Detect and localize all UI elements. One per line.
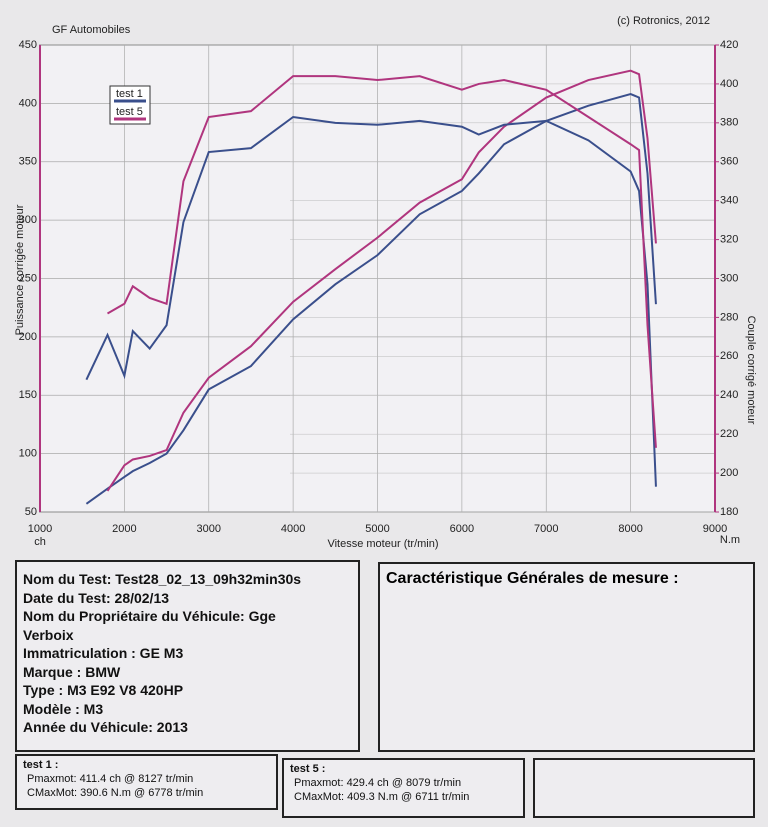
characteristics-box: Caractéristique Générales de mesure :: [378, 562, 755, 752]
x-tick-label: 9000: [703, 523, 727, 535]
series-line: [107, 75, 657, 448]
y2-tick-label: 320: [720, 233, 738, 245]
x-tick-label: 1000: [28, 523, 52, 535]
result-box: test 1 : Pmaxmot: 411.4 ch @ 8127 tr/min C…: [15, 754, 278, 810]
y2-tick-label: 200: [720, 467, 738, 479]
series-line: [85, 92, 657, 505]
y-tick-label: 350: [19, 156, 37, 168]
y2-tick-label: 280: [720, 311, 738, 323]
x-tick-label: 2000: [112, 523, 136, 535]
info-line: Année du Véhicule: 2013: [23, 719, 188, 735]
result-line: CMaxMot: 409.3 N.m @ 6711 tr/min: [294, 791, 470, 803]
y2-tick-label: 380: [720, 117, 738, 129]
y-tick-label: 250: [19, 272, 37, 284]
result-title: test 1 :: [23, 759, 59, 771]
x-tick-label: 7000: [534, 523, 558, 535]
info-line: Immatriculation : GE M3: [23, 645, 184, 661]
info-line: Verboix: [23, 626, 74, 643]
y2-tick-label: 400: [720, 78, 738, 90]
y2-axis-label: Couple corrigé moteur: [745, 316, 757, 425]
empty-box: [533, 758, 755, 818]
x-tick-label: 4000: [281, 523, 305, 535]
y-tick-label: 200: [19, 331, 37, 343]
y2-tick-label: 260: [720, 350, 738, 362]
x-axis-label: Vitesse moteur (tr/min): [327, 538, 438, 550]
result-line: CMaxMot: 390.6 N.m @ 6778 tr/min: [27, 787, 204, 799]
info-box: Nom du Test: Test28_02_13_09h32min30s Dat…: [15, 560, 360, 752]
chart: 1000 2000 3000 4000 5000 6000 7000 8000 9000 50 10…: [14, 15, 757, 550]
x-tick-label: 5000: [365, 523, 389, 535]
info-line: Date du Test: 28/02/13: [23, 589, 170, 606]
info-line: Marque : BMW: [23, 663, 121, 680]
y-tick-label: 150: [19, 389, 37, 401]
y-axis-label: Puissance corrigée moteur: [14, 204, 26, 335]
y2-tick-label: 220: [720, 428, 738, 440]
copyright: (c) Rotronics, 2012: [617, 15, 710, 27]
legend-label: test 5: [116, 106, 143, 118]
result-line: Pmaxmot: 429.4 ch @ 8079 tr/min: [294, 777, 462, 789]
legend: test 1 test 5: [109, 85, 151, 125]
chart-title: GF Automobiles: [52, 24, 131, 36]
info-line: Modèle : M3: [23, 700, 104, 717]
y-tick-label: 100: [19, 448, 37, 460]
info-line: Nom du Propriétaire du Véhicule: Gge: [23, 608, 276, 624]
y-tick-label: 300: [19, 214, 37, 226]
characteristics-title: Caractéristique Générales de mesure :: [386, 570, 679, 587]
result-box: test 5 : Pmaxmot: 429.4 ch @ 8079 tr/min C…: [282, 758, 525, 818]
x-tick-label: 3000: [197, 523, 221, 535]
result-title: test 5 :: [290, 763, 326, 775]
info-line: Type : M3 E92 V8 420HP: [23, 682, 184, 698]
y-tick-label: 400: [19, 97, 37, 109]
x-tick-label: 8000: [618, 523, 642, 535]
legend-label: test 1: [116, 88, 143, 100]
y-unit: ch: [34, 536, 46, 548]
y2-unit: N.m: [720, 534, 740, 546]
series-line: [85, 115, 657, 487]
y2-tick-label: 300: [720, 272, 738, 284]
y2-tick-label: 360: [720, 156, 738, 168]
info-line: Nom du Test: Test28_02_13_09h32min30s: [23, 571, 302, 587]
y2-tick-label: 420: [720, 39, 738, 51]
y-tick-label: 450: [19, 39, 37, 51]
y-tick-label: 50: [25, 506, 37, 518]
y2-tick-label: 340: [720, 195, 738, 207]
result-line: Pmaxmot: 411.4 ch @ 8127 tr/min: [27, 773, 194, 785]
series-line: [106, 69, 657, 492]
x-tick-label: 6000: [450, 523, 474, 535]
y2-tick-label: 180: [720, 506, 738, 518]
y2-tick-label: 240: [720, 389, 738, 401]
